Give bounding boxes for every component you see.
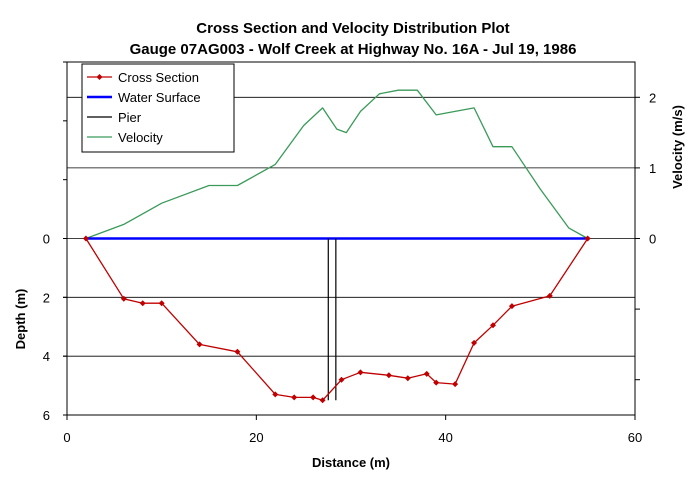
cross-section-point <box>272 391 279 398</box>
legend-label-velocity: Velocity <box>118 130 163 145</box>
cross-section-point <box>423 370 430 377</box>
x-axis-label: Distance (m) <box>312 455 390 470</box>
chart-subtitle: Gauge 07AG003 - Wolf Creek at Highway No… <box>130 41 577 58</box>
depth-tick-label: 2 <box>43 290 50 305</box>
cross-section-point <box>291 394 298 401</box>
depth-tick-label: 4 <box>43 349 50 364</box>
velocity-tick-label: 0 <box>649 232 656 247</box>
x-tick-label: 20 <box>249 430 263 445</box>
x-tick-label: 60 <box>628 430 642 445</box>
cross-section-point <box>404 375 411 382</box>
cross-section-point <box>338 376 345 383</box>
legend-label-pier: Pier <box>118 110 142 125</box>
y2-axis-label: Velocity (m/s) <box>670 105 685 189</box>
velocity-tick-label: 1 <box>649 161 656 176</box>
cross-section-point <box>139 300 146 307</box>
chart-title: Cross Section and Velocity Distribution … <box>196 20 509 37</box>
legend-label-water-surface: Water Surface <box>118 90 201 105</box>
cross-section-point <box>82 235 89 242</box>
cross-section-line <box>85 238 589 401</box>
cross-section-point <box>319 397 326 404</box>
cross-section-point <box>120 295 127 302</box>
cross-section-point <box>385 372 392 379</box>
cross-section-point <box>310 394 317 401</box>
y-axis-label: Depth (m) <box>13 289 28 350</box>
cross-section-point <box>471 339 478 346</box>
legend: Cross Section Water Surface Pier Velocity <box>81 63 235 153</box>
series-layer <box>82 89 591 404</box>
cross-section-point <box>546 292 553 299</box>
legend-label-cross-section: Cross Section <box>118 70 199 85</box>
x-tick-label: 40 <box>438 430 452 445</box>
cross-section-point <box>490 322 496 329</box>
cross-section-point <box>584 235 591 242</box>
cross-section-point <box>452 381 459 388</box>
cross-section-point <box>433 379 440 386</box>
depth-tick-label: 0 <box>43 232 50 247</box>
cross-section-point <box>508 303 515 310</box>
cross-section-point <box>357 369 364 376</box>
depth-tick-label: 6 <box>43 408 50 423</box>
x-tick-label: 0 <box>63 430 70 445</box>
cross-section-point <box>196 341 203 348</box>
cross-section-point <box>234 348 241 355</box>
legend-marker-cross-section <box>96 74 103 80</box>
velocity-line <box>85 89 589 240</box>
velocity-tick-label: 2 <box>649 90 656 105</box>
cross-section-point <box>158 300 165 307</box>
